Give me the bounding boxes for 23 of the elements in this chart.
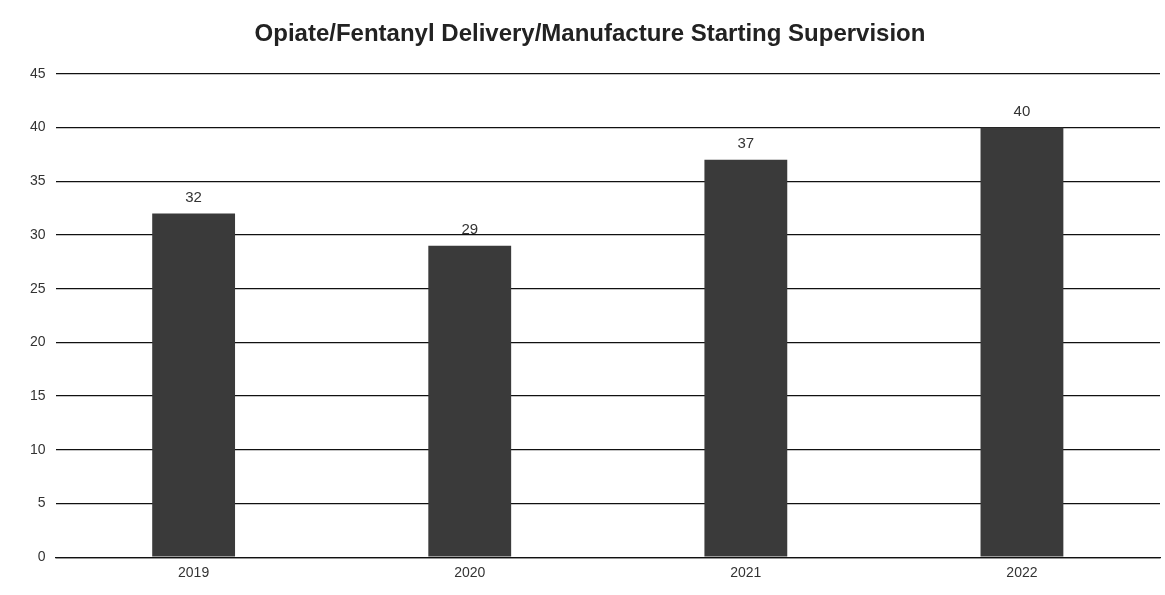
y-tick-label: 15 bbox=[29, 386, 46, 403]
x-tick-label: 2022 bbox=[1006, 564, 1038, 581]
x-tick-label: 2019 bbox=[178, 564, 210, 581]
data-label: 32 bbox=[185, 188, 202, 206]
y-tick-label: 25 bbox=[29, 279, 46, 296]
chart-title: Opiate/Fentanyl Delivery/Manufacture Starting Supervision bbox=[254, 19, 926, 47]
bar bbox=[428, 245, 512, 557]
y-tick-label: 30 bbox=[29, 225, 46, 242]
data-label: 37 bbox=[737, 134, 755, 152]
bar bbox=[704, 159, 788, 557]
y-tick-label: 0 bbox=[37, 548, 46, 565]
y-tick-label: 10 bbox=[29, 440, 46, 457]
y-tick-label: 40 bbox=[29, 118, 46, 135]
y-tick-label: 45 bbox=[29, 64, 46, 81]
y-tick-label: 5 bbox=[37, 494, 46, 511]
data-label: 29 bbox=[461, 220, 479, 238]
bar bbox=[980, 127, 1064, 557]
x-tick-label: 2021 bbox=[730, 564, 762, 581]
x-tick-label: 2020 bbox=[454, 564, 486, 581]
bar bbox=[152, 213, 236, 557]
data-label: 40 bbox=[1013, 102, 1031, 120]
y-tick-label: 20 bbox=[29, 333, 46, 350]
y-tick-label: 35 bbox=[29, 172, 46, 189]
